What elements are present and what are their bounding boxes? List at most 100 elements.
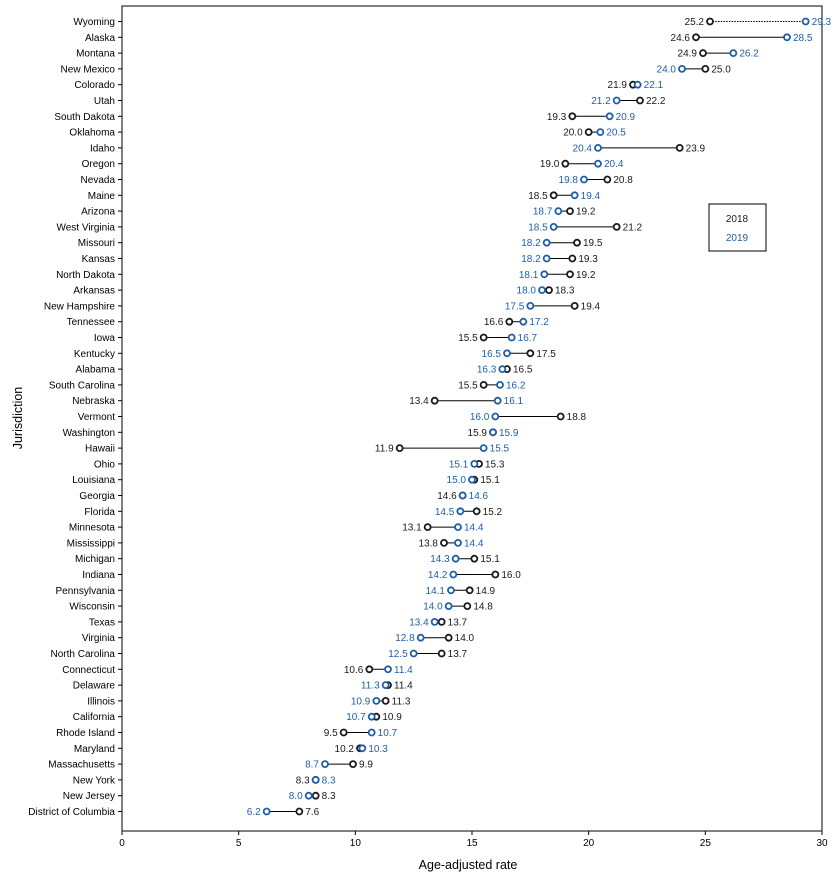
chart-row: Texas 13.7 13.4 — [89, 617, 468, 628]
y-tick-label: Indiana — [82, 570, 115, 581]
point-2019 — [262, 807, 271, 816]
data-label-2019: 16.1 — [504, 396, 524, 407]
data-label-2018: 13.8 — [419, 538, 439, 549]
point-2019 — [594, 143, 602, 152]
data-label-2018: 11.3 — [392, 696, 411, 707]
y-tick-label: Idaho — [90, 143, 115, 154]
x-tick-label: 15 — [466, 838, 478, 849]
point-2019 — [526, 301, 535, 310]
x-axis-label: Age-adjusted rate — [419, 858, 518, 872]
data-label-2018: 11.9 — [375, 444, 394, 455]
data-label-2019: 14.4 — [464, 523, 484, 534]
chart-row: Iowa 15.5 16.7 — [94, 333, 538, 344]
data-label-2019: 14.5 — [435, 507, 455, 518]
point-2018 — [395, 444, 404, 453]
y-tick-label: Colorado — [74, 80, 115, 91]
data-label-2019: 14.0 — [423, 602, 443, 613]
point-2019 — [451, 554, 460, 563]
chart-row: Arkansas 18.3 18.0 — [73, 286, 575, 297]
point-2019 — [479, 444, 488, 453]
y-tick-label: Connecticut — [62, 665, 115, 676]
y-tick-label: Kentucky — [74, 349, 115, 360]
point-2018 — [365, 665, 374, 674]
legend-box — [708, 203, 767, 252]
y-tick-label: Arkansas — [73, 286, 115, 297]
data-label-2019: 28.5 — [793, 33, 813, 44]
y-tick-label: Michigan — [75, 554, 115, 565]
chart-row: District of Columbia 7.6 6.2 — [28, 807, 319, 818]
data-label-2018: 15.1 — [480, 475, 500, 486]
legend: 2018 2019 — [708, 203, 767, 252]
point-2019 — [372, 697, 381, 705]
y-tick-label: Ohio — [94, 459, 116, 470]
data-label-2018: 13.7 — [448, 649, 468, 660]
point-2018 — [561, 159, 570, 168]
point-2019 — [605, 112, 614, 121]
point-2019 — [384, 665, 392, 674]
y-tick-label: Maryland — [74, 744, 115, 755]
data-label-2018: 15.2 — [483, 507, 503, 518]
y-tick-label: Oklahoma — [69, 128, 115, 139]
data-label-2019: 16.2 — [506, 380, 526, 391]
point-2018 — [556, 412, 565, 421]
chart-row: Oregon 19.0 20.4 — [82, 159, 624, 170]
data-label-2018: 7.6 — [305, 807, 319, 818]
data-label-2019: 18.0 — [517, 286, 537, 297]
data-label-2018: 14.6 — [437, 491, 457, 502]
data-label-2018: 18.5 — [528, 191, 548, 202]
x-tick-label: 10 — [350, 838, 362, 849]
data-label-2018: 19.3 — [578, 254, 598, 265]
y-tick-label: Nebraska — [72, 396, 115, 407]
data-label-2018: 24.6 — [671, 33, 691, 44]
point-2018 — [381, 697, 390, 705]
legend-item-2019: 2019 — [726, 233, 749, 244]
chart-row: Washington 15.9 15.9 — [63, 428, 519, 439]
data-label-2019: 21.2 — [591, 96, 611, 107]
chart-row: Alabama 16.5 16.3 — [76, 365, 533, 376]
y-tick-label: Missouri — [78, 238, 115, 249]
y-tick-label: South Carolina — [49, 380, 116, 391]
x-tick-label: 30 — [816, 838, 828, 849]
chart-row: Wisconsin 14.8 14.0 — [69, 602, 493, 613]
data-label-2019: 18.7 — [533, 207, 553, 218]
point-2018 — [699, 49, 707, 57]
data-label-2018: 15.3 — [485, 459, 505, 470]
point-2019 — [493, 396, 502, 405]
data-label-2019: 20.4 — [573, 143, 593, 154]
point-2019 — [542, 254, 551, 263]
point-2018 — [311, 791, 320, 800]
data-label-2018: 23.9 — [686, 143, 706, 154]
data-label-2019: 15.1 — [449, 459, 469, 470]
data-label-2018: 15.5 — [458, 380, 478, 391]
data-label-2018: 16.5 — [513, 365, 533, 376]
data-label-2018: 9.5 — [324, 728, 338, 739]
data-label-2018: 8.3 — [322, 791, 336, 802]
x-axis: 0 5 10 15 20 25 30 — [119, 831, 828, 849]
point-2018 — [440, 539, 448, 547]
data-label-2019: 10.7 — [346, 712, 366, 723]
point-2019 — [447, 586, 455, 595]
point-2019 — [367, 728, 376, 737]
data-label-2019: 8.7 — [305, 760, 319, 771]
point-2019 — [542, 238, 551, 247]
point-2018 — [636, 96, 644, 105]
data-label-2018: 25.2 — [685, 17, 705, 28]
point-2018 — [545, 286, 553, 295]
data-label-2018: 13.1 — [402, 523, 422, 534]
point-2019 — [549, 222, 558, 231]
point-2018 — [603, 175, 612, 184]
chart-row: New Jersey 8.3 8.0 — [63, 791, 336, 802]
data-label-2019: 18.2 — [521, 254, 541, 265]
data-label-2018: 15.9 — [468, 428, 488, 439]
data-label-2019: 16.5 — [482, 349, 502, 360]
x-tick-label: 0 — [119, 838, 125, 849]
chart-row: Michigan 15.1 14.3 — [75, 554, 500, 565]
point-2018 — [470, 554, 479, 563]
chart-row: Oklahoma 20.0 20.5 — [69, 128, 626, 139]
data-label-2018: 11.4 — [394, 681, 413, 692]
y-tick-label: New Hampshire — [44, 301, 116, 312]
point-2018 — [479, 380, 488, 389]
point-2018 — [491, 570, 500, 579]
chart-row: Colorado 21.9 22.1 — [74, 80, 663, 91]
point-2018 — [568, 112, 577, 121]
